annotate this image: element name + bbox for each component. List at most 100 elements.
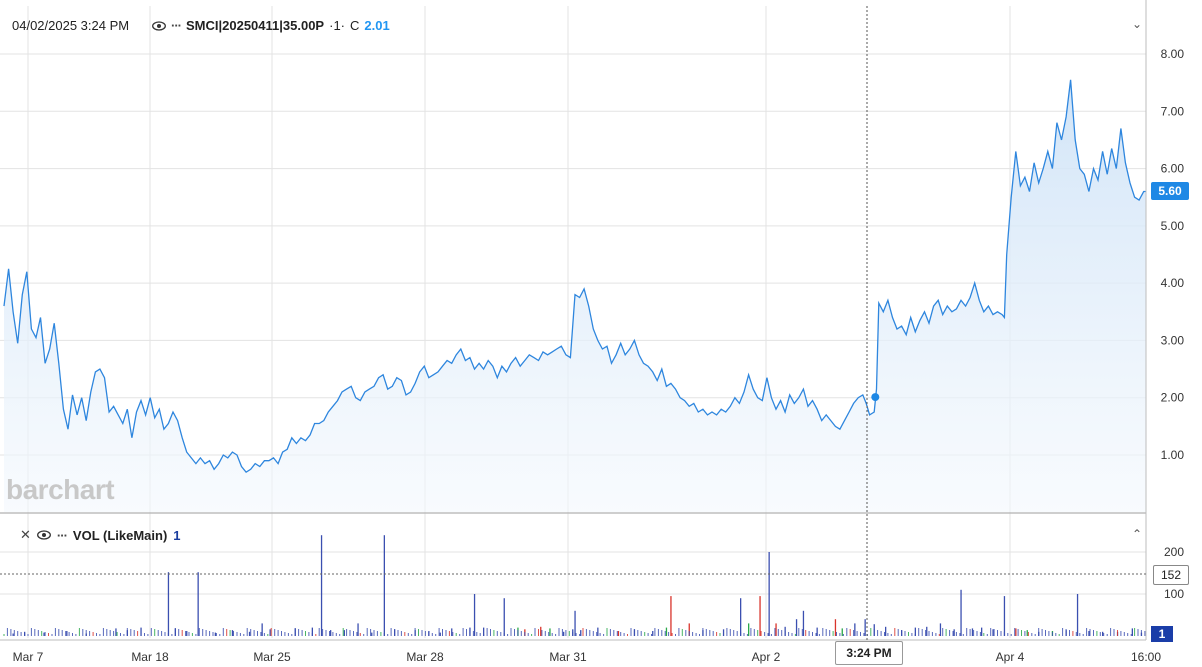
volume-bar (269, 629, 271, 636)
volume-bar (1058, 634, 1060, 636)
volume-bar (788, 632, 790, 636)
volume-bar (774, 628, 776, 636)
volume-bar (195, 634, 197, 636)
volume-bar (37, 630, 39, 636)
volume-bar (781, 630, 783, 636)
volume-bar (1137, 629, 1139, 636)
chevron-up-icon[interactable]: ⌃ (1132, 527, 1143, 541)
volume-bar (966, 628, 968, 636)
volume-bar (846, 628, 848, 636)
volume-bar (342, 628, 344, 636)
volume-bar (233, 631, 234, 636)
volume-bar (219, 634, 221, 636)
volume-bar (320, 535, 323, 636)
time-tick-label: Mar 31 (549, 650, 587, 664)
volume-bar (544, 631, 546, 636)
volume-bar (1017, 629, 1019, 636)
volume-bar (960, 589, 962, 636)
volume-bar (133, 630, 135, 636)
volume-bar (44, 632, 46, 636)
volume-bar (834, 619, 837, 636)
volume-bar (908, 632, 909, 636)
volume-menu-dots[interactable]: ··· (56, 527, 68, 543)
volume-bar (1086, 628, 1088, 636)
volume-bar (795, 619, 798, 636)
volume-bar (921, 629, 923, 636)
volume-bar (617, 631, 620, 636)
volume-bar (1102, 631, 1104, 636)
volume-bar (1075, 632, 1077, 636)
volume-bar (517, 630, 519, 636)
volume-bar (818, 634, 820, 636)
volume-bar (448, 631, 450, 636)
volume-bar (885, 626, 887, 636)
volume-bar (1134, 628, 1136, 636)
volume-bar (335, 633, 337, 636)
volume-bar (959, 633, 961, 636)
volume-bar (1144, 631, 1146, 636)
volume-bar (407, 633, 409, 636)
volume-bar (154, 629, 156, 636)
volume-bar (671, 633, 673, 636)
volume-bar (939, 623, 942, 636)
volume-bar (942, 628, 944, 636)
volume-bar (1088, 631, 1090, 636)
volume-bar (668, 632, 670, 636)
volume-bar (34, 629, 36, 636)
volume-bar (839, 633, 841, 636)
legend-menu-dots[interactable]: ··· (171, 18, 182, 33)
volume-axis-labels: 100 200 (1164, 545, 1184, 601)
volume-bar (363, 634, 365, 636)
volume-bar (414, 628, 416, 636)
volume-bar (603, 634, 605, 636)
volume-bar (759, 596, 761, 636)
volume-bar (157, 630, 159, 636)
time-tick-label: Mar 18 (131, 650, 169, 664)
volume-bar (712, 631, 714, 636)
close-icon[interactable]: ✕ (20, 527, 31, 542)
volume-bar (6, 628, 8, 636)
volume-bar (380, 632, 382, 636)
volume-bar (801, 629, 803, 636)
volume-bar (394, 629, 396, 636)
volume-bar (315, 634, 317, 636)
volume-bar (925, 630, 927, 636)
volume-bar (452, 632, 454, 636)
volume-bar (596, 632, 598, 636)
volume-bar (688, 631, 690, 636)
volume-bar (418, 629, 419, 636)
volume-bar (976, 631, 978, 636)
volume-bar (572, 632, 574, 636)
volume-bar (270, 628, 272, 636)
volume-bar (1045, 630, 1046, 636)
volume-bar (849, 629, 851, 636)
eye-icon[interactable] (152, 20, 166, 31)
time-tick-label: 16:00 (1131, 650, 1161, 664)
volume-bar (757, 630, 759, 636)
volume-bar (565, 630, 567, 636)
volume-bar (829, 630, 831, 636)
volume-bar (740, 632, 742, 636)
volume-bar (75, 634, 77, 636)
volume-bar (931, 632, 933, 636)
volume-bar (186, 631, 188, 636)
volume-bar (246, 628, 248, 636)
volume-bar (298, 629, 300, 636)
volume-bar (709, 630, 711, 636)
time-tick-label: Mar 28 (406, 650, 444, 664)
volume-bar (442, 629, 443, 636)
price-series-line[interactable] (3, 79, 1146, 474)
volume-bar (911, 633, 913, 636)
volume-bar (928, 631, 930, 636)
volume-bar (822, 628, 824, 636)
volume-bar (1055, 633, 1057, 636)
chevron-down-icon[interactable]: ⌄ (1132, 17, 1143, 31)
volume-bar (215, 633, 217, 636)
volume-bar (1010, 634, 1012, 636)
eye-icon[interactable] (36, 530, 51, 540)
volume-bar (705, 629, 707, 636)
volume-bar (1079, 633, 1081, 636)
volume-bar (198, 628, 200, 636)
volume-bar (120, 633, 121, 636)
